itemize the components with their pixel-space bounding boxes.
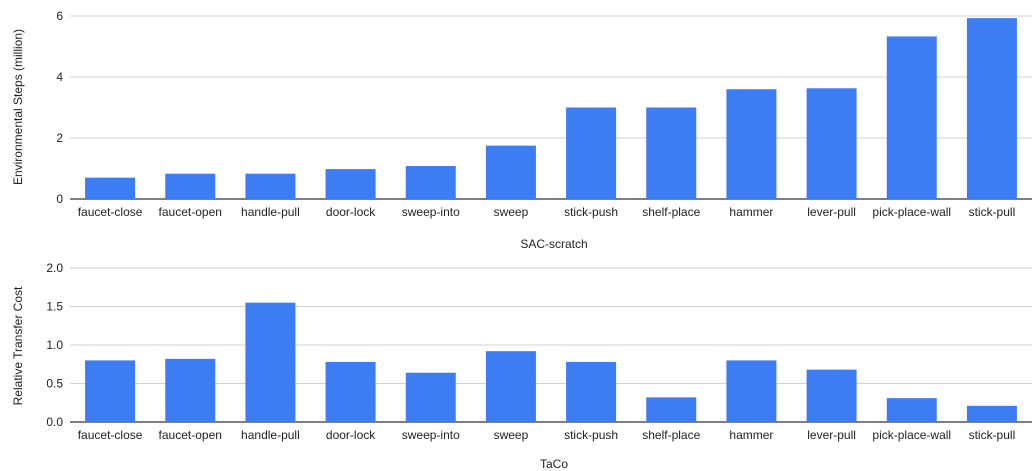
y-tick-label: 2.0 bbox=[46, 261, 63, 275]
bar-stick-pull bbox=[966, 18, 1017, 200]
bar-pick-place-wall bbox=[886, 36, 937, 200]
x-tick-label: handle-pull bbox=[241, 428, 300, 442]
gridlines bbox=[70, 267, 1032, 423]
bar-stick-push bbox=[566, 361, 617, 422]
y-axis-title: Environmental Steps (million) bbox=[11, 29, 25, 185]
x-tick-label: shelf-place bbox=[642, 428, 700, 442]
x-tick-label: hammer bbox=[729, 205, 773, 219]
y-tick-label: 1.0 bbox=[46, 338, 63, 352]
bar-lever-pull bbox=[806, 369, 857, 422]
bar-faucet-close bbox=[85, 360, 136, 422]
x-tick-label: pick-place-wall bbox=[872, 428, 951, 442]
x-axis-title: SAC-scratch bbox=[520, 237, 587, 251]
bar-sweep bbox=[485, 351, 536, 422]
bar-faucet-open bbox=[165, 173, 216, 199]
y-tick-labels: 0 2 4 6 bbox=[56, 9, 63, 206]
bar-sweep-into bbox=[405, 372, 456, 422]
bar-hammer bbox=[726, 360, 777, 422]
y-tick-labels: 0.0 0.5 1.0 1.5 2.0 bbox=[46, 261, 63, 429]
x-tick-label: faucet-open bbox=[159, 205, 222, 219]
bar-shelf-place bbox=[646, 107, 697, 199]
x-tick-label: door-lock bbox=[326, 428, 376, 442]
x-tick-label: lever-pull bbox=[807, 205, 856, 219]
bar-hammer bbox=[726, 89, 777, 199]
gridlines bbox=[70, 15, 1032, 200]
y-axis-title: Relative Transfer Cost bbox=[11, 286, 25, 405]
x-tick-label: lever-pull bbox=[807, 428, 856, 442]
y-tick-label: 0.5 bbox=[46, 377, 63, 391]
bar-sweep bbox=[485, 145, 536, 199]
bar-faucet-close bbox=[85, 177, 136, 199]
x-tick-label: sweep bbox=[494, 205, 529, 219]
x-axis-title: TaCo bbox=[540, 457, 568, 471]
y-tick-label: 4 bbox=[56, 70, 63, 84]
x-tick-label: hammer bbox=[729, 428, 773, 442]
x-tick-label: sweep-into bbox=[402, 428, 460, 442]
bar-stick-push bbox=[566, 107, 617, 199]
y-tick-label: 0.0 bbox=[46, 415, 63, 429]
sac-scratch-chart: 0 2 4 6 faucet-close faucet-open handle-pull d… bbox=[11, 9, 1032, 251]
y-tick-label: 1.5 bbox=[46, 300, 63, 314]
x-tick-label: shelf-place bbox=[642, 205, 700, 219]
bar-shelf-place bbox=[646, 397, 697, 422]
y-tick-label: 0 bbox=[56, 192, 63, 206]
bar-door-lock bbox=[325, 169, 376, 199]
taco-chart: 0.0 0.5 1.0 1.5 2.0 faucet-close faucet-open h… bbox=[11, 261, 1032, 471]
x-tick-label: door-lock bbox=[326, 205, 376, 219]
bar-handle-pull bbox=[245, 302, 296, 422]
x-tick-label: stick-pull bbox=[969, 428, 1016, 442]
x-tick-label: stick-pull bbox=[969, 205, 1016, 219]
x-tick-label: sweep-into bbox=[402, 205, 460, 219]
bar-pick-place-wall bbox=[886, 398, 937, 422]
x-tick-label: sweep bbox=[494, 428, 529, 442]
x-tick-label: stick-push bbox=[564, 428, 618, 442]
bar-faucet-open bbox=[165, 358, 216, 422]
y-tick-label: 6 bbox=[56, 9, 63, 23]
bar-lever-pull bbox=[806, 88, 857, 199]
bar-door-lock bbox=[325, 361, 376, 422]
x-tick-label: faucet-open bbox=[159, 428, 222, 442]
x-tick-label: pick-place-wall bbox=[872, 205, 951, 219]
bars bbox=[85, 18, 1017, 200]
x-tick-label: handle-pull bbox=[241, 205, 300, 219]
x-tick-labels: faucet-close faucet-open handle-pull door-l… bbox=[78, 428, 1016, 442]
y-tick-label: 2 bbox=[56, 131, 63, 145]
bars bbox=[85, 302, 1017, 422]
bar-stick-pull bbox=[966, 405, 1017, 422]
x-tick-label: faucet-close bbox=[78, 205, 143, 219]
x-tick-label: stick-push bbox=[564, 205, 618, 219]
bar-handle-pull bbox=[245, 173, 296, 199]
bar-sweep-into bbox=[405, 166, 456, 199]
x-tick-labels: faucet-close faucet-open handle-pull door-l… bbox=[78, 205, 1016, 219]
x-tick-label: faucet-close bbox=[78, 428, 143, 442]
